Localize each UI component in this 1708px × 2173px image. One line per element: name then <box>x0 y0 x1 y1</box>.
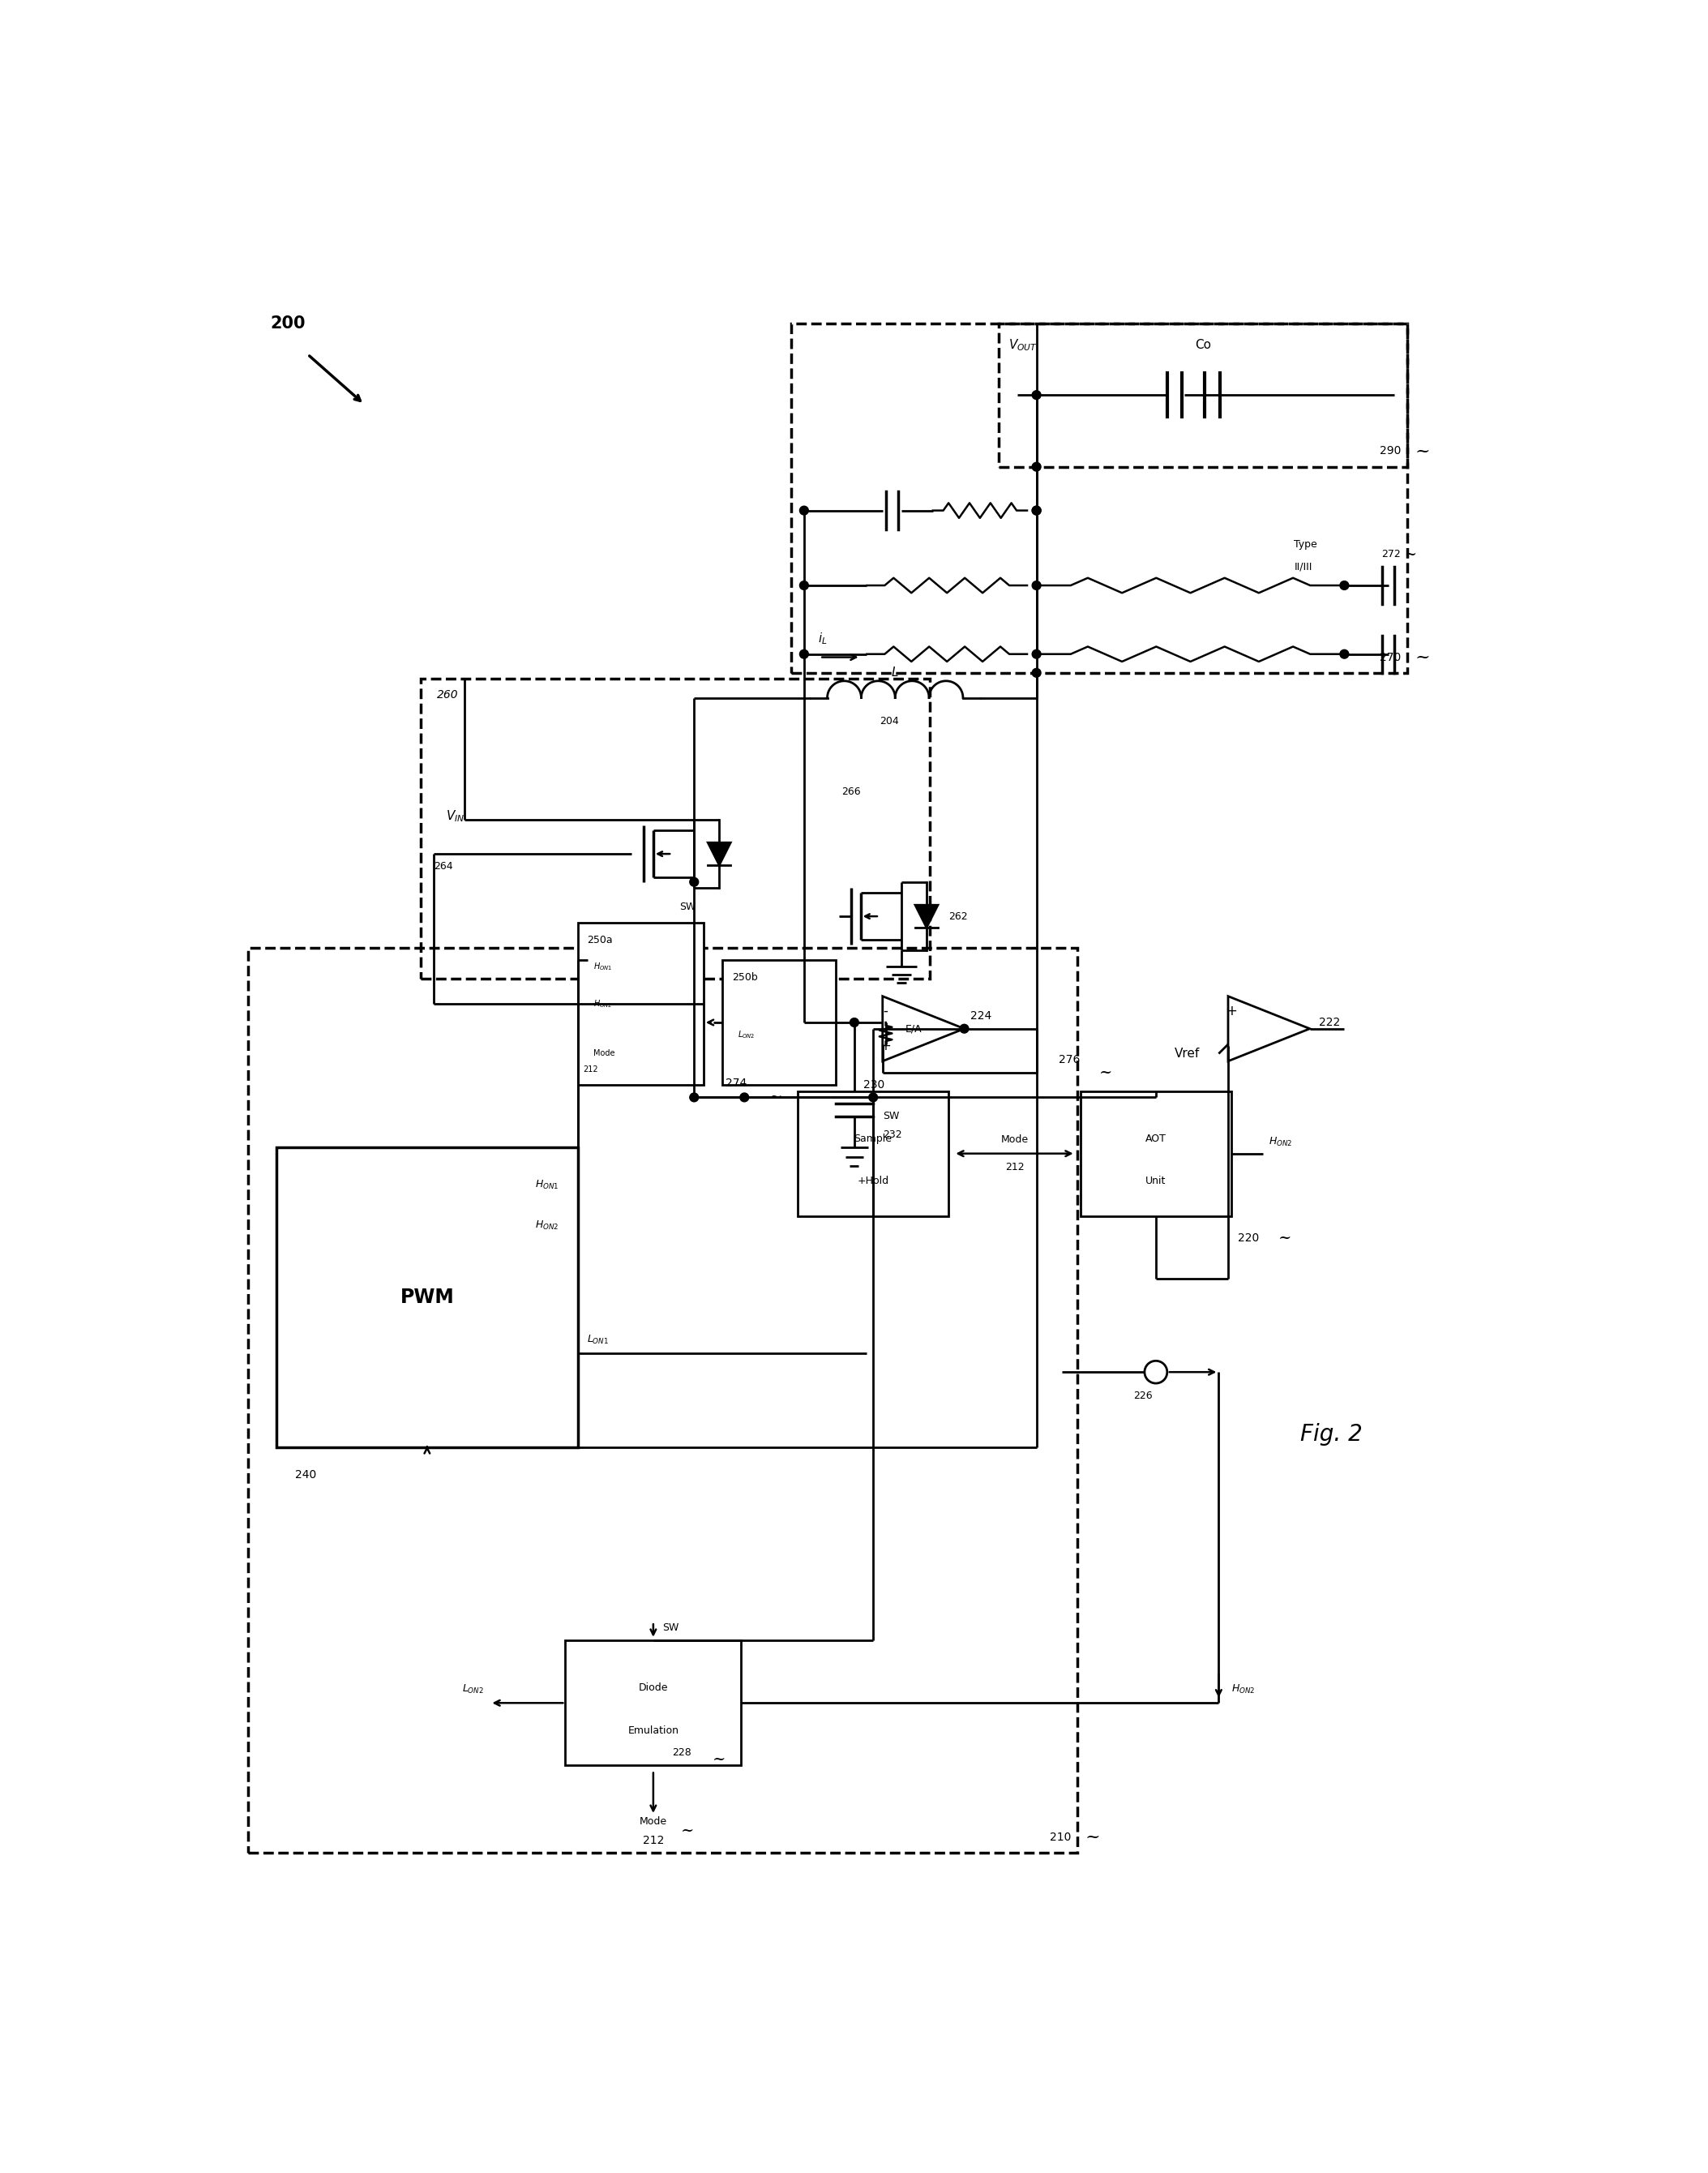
Text: 240: 240 <box>295 1469 316 1480</box>
Circle shape <box>869 1093 878 1102</box>
Text: 250b: 250b <box>731 971 758 982</box>
Text: $L_{ON2}$: $L_{ON2}$ <box>461 1684 483 1695</box>
Text: $H_{ON2}$: $H_{ON2}$ <box>535 1219 559 1232</box>
Circle shape <box>799 506 808 515</box>
Text: Mode: Mode <box>594 1050 615 1058</box>
Circle shape <box>851 1019 859 1028</box>
Text: $V_{OUT}$: $V_{OUT}$ <box>1008 337 1037 352</box>
Text: 250a: 250a <box>588 934 613 945</box>
Text: 290: 290 <box>1380 445 1401 456</box>
Text: PWM: PWM <box>400 1286 454 1306</box>
Bar <box>999 324 1407 467</box>
Circle shape <box>799 650 808 658</box>
Text: $H_{ON2}$: $H_{ON2}$ <box>594 997 613 1008</box>
Circle shape <box>1341 580 1349 589</box>
Text: SW: SW <box>663 1623 680 1634</box>
Text: ~: ~ <box>1416 443 1430 461</box>
Text: 260: 260 <box>437 689 458 700</box>
Text: ~: ~ <box>1416 648 1430 667</box>
Circle shape <box>1032 580 1040 589</box>
Circle shape <box>690 1093 699 1102</box>
Text: 228: 228 <box>673 1747 692 1758</box>
Text: $V_{IN}$: $V_{IN}$ <box>446 808 465 824</box>
Text: 212: 212 <box>1004 1163 1025 1173</box>
Text: $H_{ON1}$: $H_{ON1}$ <box>535 1178 559 1191</box>
Text: ~: ~ <box>681 1823 695 1838</box>
Circle shape <box>960 1023 968 1032</box>
Text: Unit: Unit <box>1146 1176 1167 1186</box>
Text: ~: ~ <box>1278 1230 1291 1245</box>
Text: ~: ~ <box>1098 1065 1112 1080</box>
Text: 262: 262 <box>948 910 968 921</box>
Text: ~: ~ <box>1086 1827 1100 1847</box>
Bar <box>420 678 929 978</box>
Text: SW: SW <box>680 902 697 913</box>
Text: $L_{ON1}$: $L_{ON1}$ <box>588 1334 610 1345</box>
Text: L: L <box>892 667 898 678</box>
Text: 232: 232 <box>883 1130 902 1141</box>
Text: +: + <box>880 1039 892 1054</box>
Text: Vref: Vref <box>1175 1047 1201 1060</box>
Text: 212: 212 <box>582 1065 598 1073</box>
Text: $H_{ON2}$: $H_{ON2}$ <box>1269 1136 1293 1150</box>
Text: Mode: Mode <box>639 1817 668 1827</box>
Circle shape <box>1341 650 1349 658</box>
Text: Sample: Sample <box>854 1134 892 1143</box>
Bar <box>577 924 704 1084</box>
Text: 212: 212 <box>642 1834 664 1847</box>
Text: 200: 200 <box>270 315 306 330</box>
Text: II/III: II/III <box>1295 561 1312 571</box>
Text: Fig. 2: Fig. 2 <box>1301 1423 1363 1445</box>
Text: SW: SW <box>883 1110 898 1121</box>
Circle shape <box>740 1093 748 1102</box>
Text: 222: 222 <box>1319 1017 1341 1028</box>
Text: ~: ~ <box>1404 548 1416 561</box>
Text: ~: ~ <box>769 1091 782 1104</box>
Text: Diode: Diode <box>639 1682 668 1693</box>
Circle shape <box>690 878 699 887</box>
Text: ~: ~ <box>712 1751 726 1767</box>
Text: 264: 264 <box>434 861 453 871</box>
Text: 226: 226 <box>1134 1391 1153 1402</box>
Text: E/A: E/A <box>905 1023 922 1034</box>
Text: 210: 210 <box>1050 1832 1071 1843</box>
Bar <box>277 1147 577 1447</box>
Circle shape <box>1032 391 1040 400</box>
Bar <box>722 960 835 1084</box>
Text: 270: 270 <box>1380 652 1401 663</box>
Text: 220: 220 <box>1238 1232 1259 1243</box>
Text: $L_{ON2}$: $L_{ON2}$ <box>738 1030 755 1041</box>
Text: 224: 224 <box>970 1010 992 1021</box>
Text: Co: Co <box>1196 339 1211 352</box>
Text: -: - <box>883 1004 888 1019</box>
Bar <box>248 947 1078 1854</box>
Circle shape <box>1032 506 1040 515</box>
Text: 276: 276 <box>1059 1054 1079 1065</box>
Text: 204: 204 <box>880 717 898 726</box>
Text: 274: 274 <box>726 1078 746 1089</box>
Bar <box>791 324 1407 674</box>
Polygon shape <box>915 906 938 928</box>
Polygon shape <box>707 843 731 865</box>
Circle shape <box>1032 506 1040 515</box>
Bar <box>798 1091 948 1217</box>
Text: Emulation: Emulation <box>629 1725 678 1736</box>
Text: $H_{ON1}$: $H_{ON1}$ <box>594 960 613 971</box>
Circle shape <box>799 580 808 589</box>
Bar <box>565 1641 741 1764</box>
Text: $i_L$: $i_L$ <box>818 632 827 648</box>
Bar <box>1081 1091 1231 1217</box>
Text: Type: Type <box>1295 539 1317 550</box>
Circle shape <box>1032 650 1040 658</box>
Text: $H_{ON2}$: $H_{ON2}$ <box>1231 1684 1255 1695</box>
Text: AOT: AOT <box>1146 1134 1167 1143</box>
Circle shape <box>1032 463 1040 472</box>
Text: +Hold: +Hold <box>857 1176 888 1186</box>
Text: Mode: Mode <box>1001 1134 1028 1145</box>
Text: +: + <box>1226 1004 1237 1019</box>
Text: 230: 230 <box>864 1080 885 1091</box>
Circle shape <box>1032 669 1040 678</box>
Text: 266: 266 <box>842 787 861 797</box>
Text: 272: 272 <box>1382 550 1401 558</box>
